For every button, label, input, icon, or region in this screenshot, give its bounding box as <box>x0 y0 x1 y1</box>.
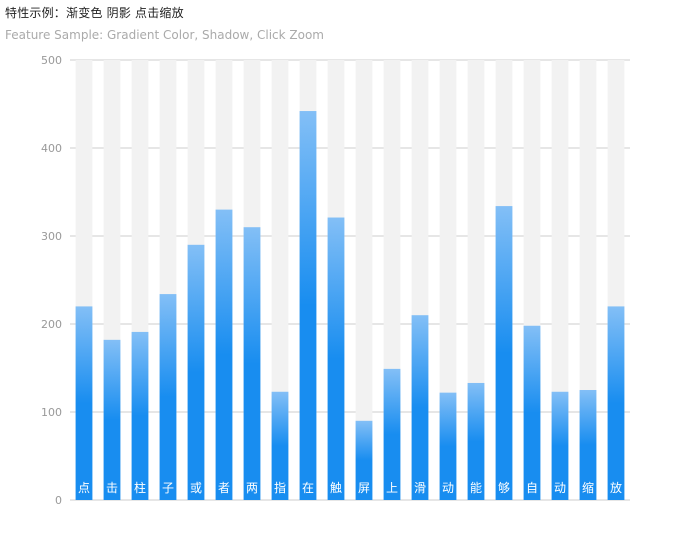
category-label: 点 <box>78 481 90 495</box>
category-label: 者 <box>218 481 230 495</box>
data-bar[interactable] <box>131 331 149 500</box>
data-bar[interactable] <box>215 209 233 500</box>
data-bar[interactable] <box>159 294 177 500</box>
data-bar[interactable] <box>467 382 485 500</box>
category-label: 缩 <box>582 480 594 495</box>
chart-subtitle: Feature Sample: Gradient Color, Shadow, … <box>5 28 324 42</box>
data-bars[interactable] <box>75 111 625 500</box>
data-bar[interactable] <box>523 325 541 500</box>
category-label: 击 <box>106 481 118 495</box>
category-label: 动 <box>554 481 566 495</box>
category-label: 上 <box>386 481 398 495</box>
shadow-bar <box>551 60 569 500</box>
data-bar[interactable] <box>299 111 317 500</box>
y-tick-label: 500 <box>41 54 62 67</box>
y-tick-label: 300 <box>41 230 62 243</box>
chart-title: 特性示例：渐变色 阴影 点击缩放 <box>5 6 184 20</box>
data-bar[interactable] <box>495 206 513 500</box>
category-label: 子 <box>162 481 174 495</box>
category-label: 滑 <box>414 481 426 495</box>
data-bar[interactable] <box>271 391 289 500</box>
shadow-bar <box>271 60 289 500</box>
category-label: 能 <box>470 481 482 495</box>
data-bar[interactable] <box>383 368 401 500</box>
data-bar[interactable] <box>187 244 205 500</box>
category-label: 够 <box>498 481 510 495</box>
data-bar[interactable] <box>103 339 121 500</box>
data-bar[interactable] <box>439 392 457 500</box>
data-bar[interactable] <box>355 420 373 500</box>
y-tick-label: 100 <box>41 406 62 419</box>
shadow-bar <box>439 60 457 500</box>
category-label: 屏 <box>358 481 370 495</box>
y-tick-label: 0 <box>55 494 62 507</box>
data-bar[interactable] <box>551 391 569 500</box>
category-label: 自 <box>526 481 538 495</box>
data-bar[interactable] <box>411 315 429 500</box>
category-label: 柱 <box>134 480 146 495</box>
shadow-bar <box>355 60 373 500</box>
category-labels: 点击柱子或者两指在触屏上滑动能够自动缩放 <box>78 480 622 495</box>
category-label: 两 <box>246 481 258 495</box>
data-bar[interactable] <box>579 390 597 500</box>
data-bar[interactable] <box>75 306 93 500</box>
y-axis-ticks: 0 100 200 300 400 500 <box>41 54 62 507</box>
category-label: 在 <box>302 481 314 495</box>
y-tick-label: 400 <box>41 142 62 155</box>
category-label: 动 <box>442 481 454 495</box>
data-bar[interactable] <box>243 227 261 500</box>
shadow-bars <box>75 60 625 500</box>
category-label: 放 <box>610 480 622 495</box>
category-label: 指 <box>274 480 286 495</box>
category-label: 或 <box>190 481 202 495</box>
y-tick-label: 200 <box>41 318 62 331</box>
grid-lines <box>70 59 630 501</box>
data-bar[interactable] <box>327 217 345 500</box>
data-bar[interactable] <box>607 306 625 500</box>
category-label: 触 <box>330 481 342 495</box>
